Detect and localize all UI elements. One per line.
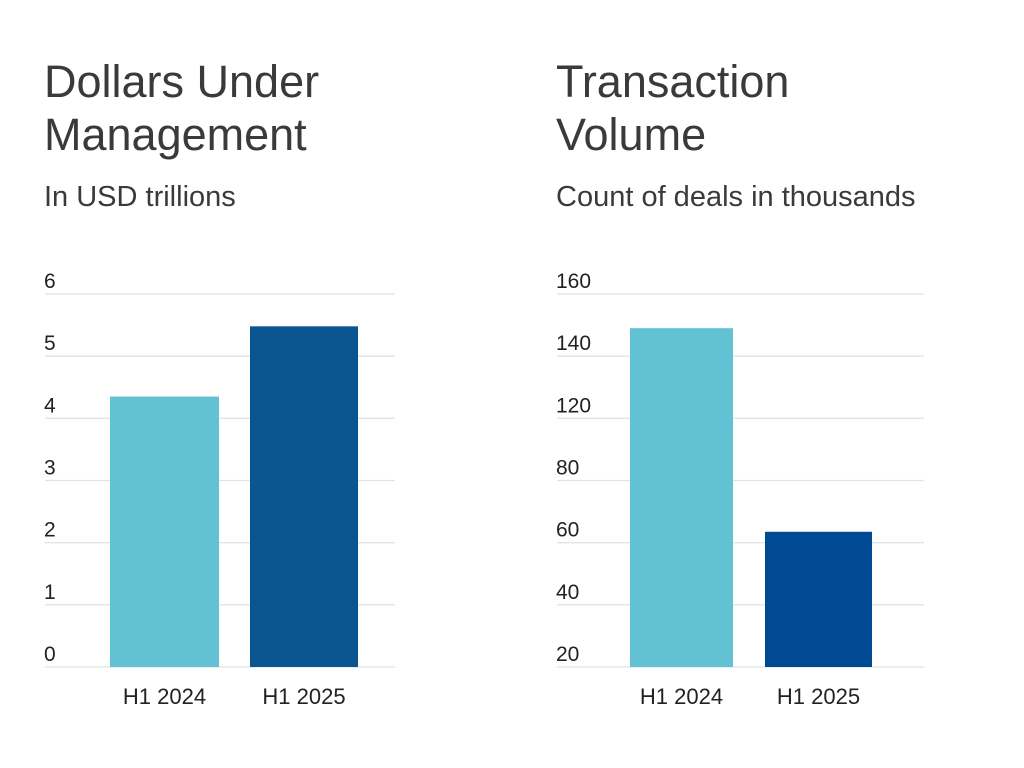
dum-title-text: Dollars Under Management <box>44 56 320 160</box>
bar-h1-2024 <box>110 396 219 667</box>
y-tick-label: 1 <box>44 581 56 604</box>
y-tick-label: 60 <box>556 519 579 542</box>
tv-chart-subtitle: Count of deals in thousands <box>556 181 916 213</box>
y-tick-label: 140 <box>556 332 591 355</box>
y-tick-label: 3 <box>44 457 56 480</box>
y-tick-label: 4 <box>44 394 56 417</box>
y-tick-label: 80 <box>556 457 579 480</box>
x-category-label: H1 2024 <box>123 684 206 709</box>
y-tick-label: 5 <box>44 332 56 355</box>
y-tick-label: 40 <box>556 581 579 604</box>
dum-chart-subtitle: In USD trillions <box>44 181 236 213</box>
y-tick-label: 120 <box>556 394 591 417</box>
tv-chart-title: Transaction Volume <box>556 55 789 161</box>
x-category-label: H1 2025 <box>777 684 860 709</box>
bar-h1-2025 <box>765 531 872 667</box>
dum-bar-chart: 0 1 2 3 4 5 6 H1 2024 H1 2025 <box>44 270 395 709</box>
y-tick-label: 160 <box>556 270 591 293</box>
y-tick-label: 2 <box>44 519 56 542</box>
y-tick-label: 20 <box>556 643 579 666</box>
x-category-label: H1 2024 <box>640 684 723 709</box>
bar-h1-2025 <box>250 326 358 667</box>
y-tick-label: 6 <box>44 270 56 293</box>
tv-title-text: Transaction Volume <box>556 56 790 160</box>
bar-h1-2024 <box>630 328 733 667</box>
tv-bar-chart: 20 40 60 80 120 140 160 H1 2024 H1 2025 <box>556 270 924 709</box>
x-category-label: H1 2025 <box>262 684 345 709</box>
tv-chart-panel: Transaction Volume Count of deals in thou… <box>512 0 1024 768</box>
dum-chart-title: Dollars Under Management <box>44 55 319 161</box>
dum-chart-panel: Dollars Under Management In USD trillions… <box>44 55 395 709</box>
y-tick-label: 0 <box>44 643 56 666</box>
